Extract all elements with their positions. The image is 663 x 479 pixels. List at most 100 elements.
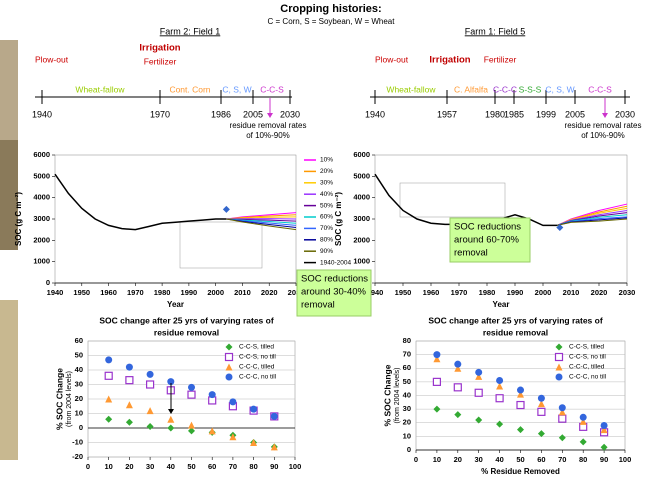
point xyxy=(188,384,195,391)
y-tick-label: 6000 xyxy=(33,150,50,159)
point xyxy=(188,391,195,398)
x-tick-label: 2000 xyxy=(207,288,224,297)
y-tick-label: 80 xyxy=(403,336,411,345)
point xyxy=(433,351,440,358)
y-tick-label: 5000 xyxy=(33,171,50,180)
chart-title: residue removal xyxy=(154,327,219,337)
timeline-year: 2030 xyxy=(280,109,300,119)
y-tick-label: 0 xyxy=(79,423,83,432)
y-tick-label: 40 xyxy=(75,365,83,374)
timeline-year: 1999 xyxy=(536,109,556,119)
legend-marker xyxy=(556,354,563,361)
y-axis-label: SOC (g C m⁻²) xyxy=(14,192,23,246)
y-tick-label: 4000 xyxy=(353,193,370,202)
legend-label: 10% xyxy=(320,157,333,164)
inset xyxy=(400,183,505,217)
x-tick-label: 20 xyxy=(454,455,462,464)
y-axis-label: (from 2004 levels) xyxy=(394,367,401,423)
period-label: C-C-S xyxy=(588,84,612,94)
x-tick-label: 1970 xyxy=(451,288,468,297)
legend-label: 60% xyxy=(320,214,333,221)
timeline-year: 1940 xyxy=(365,109,385,119)
x-tick-label: 2010 xyxy=(563,288,580,297)
x-tick-label: 1970 xyxy=(127,288,144,297)
arrow-head xyxy=(267,113,273,118)
arrow-head xyxy=(602,113,608,118)
x-tick-label: 70 xyxy=(229,462,237,471)
callout-text: SOC reductions xyxy=(454,222,521,233)
point xyxy=(538,408,545,415)
point xyxy=(475,389,482,396)
note: of 10%-90% xyxy=(581,131,625,140)
y-tick-label: 0 xyxy=(46,278,50,287)
point xyxy=(271,413,278,420)
inset xyxy=(180,222,262,268)
y-tick-label: -20 xyxy=(72,452,83,461)
note: residue removal rates xyxy=(230,121,307,130)
legend-marker xyxy=(226,344,233,351)
point xyxy=(188,422,195,429)
timeline-year: 2005 xyxy=(565,109,585,119)
callout-text: removal xyxy=(301,300,335,311)
y-tick-label: 10 xyxy=(75,408,83,417)
x-tick-label: 60 xyxy=(537,455,545,464)
x-tick-label: 1940 xyxy=(47,288,64,297)
timeline-heading: Farm 2: Field 1 xyxy=(160,26,221,36)
period-label: C-C-S xyxy=(260,84,284,94)
legend-label: C-C-C, no till xyxy=(569,374,607,381)
y-axis-label: SOC (g C m⁻²) xyxy=(334,192,343,246)
y-axis-label: (from 2004 levels) xyxy=(66,371,73,427)
x-tick-label: 80 xyxy=(249,462,257,471)
point xyxy=(496,395,503,402)
point xyxy=(496,421,503,428)
x-tick-label: 90 xyxy=(600,455,608,464)
note: of 10%-90% xyxy=(246,131,290,140)
point xyxy=(105,356,112,363)
y-tick-label: 20 xyxy=(75,394,83,403)
point xyxy=(601,422,608,429)
y-tick-label: 50 xyxy=(75,350,83,359)
note: residue removal rates xyxy=(565,121,642,130)
timeline-year: 2030 xyxy=(615,109,635,119)
y-axis-label: % SOC Change xyxy=(382,364,392,426)
point xyxy=(209,427,216,434)
point xyxy=(559,434,566,441)
y-tick-label: 30 xyxy=(75,379,83,388)
point xyxy=(517,402,524,409)
x-tick-label: 10 xyxy=(433,455,441,464)
legend-label: C-C-S, tilled xyxy=(569,344,604,351)
x-tick-label: 100 xyxy=(289,462,302,471)
point xyxy=(167,416,174,423)
x-tick-label: 40 xyxy=(495,455,503,464)
legend-label: C-C-C, tilled xyxy=(569,364,605,371)
y-tick-label: 60 xyxy=(75,336,83,345)
x-axis-label: Year xyxy=(493,300,510,309)
x-tick-label: 1980 xyxy=(479,288,496,297)
x-tick-label: 1950 xyxy=(395,288,412,297)
point xyxy=(167,425,174,432)
period-label: C-C-C xyxy=(493,84,517,94)
timeline-year: 1986 xyxy=(211,109,231,119)
legend-label: C-C-S, no till xyxy=(569,354,606,361)
point xyxy=(496,377,503,384)
x-axis-label: % Residue Removed xyxy=(481,467,560,474)
x-tick-label: 1950 xyxy=(73,288,90,297)
period-label: Wheat-fallow xyxy=(386,84,436,94)
y-tick-label: 1000 xyxy=(353,257,370,266)
x-tick-label: 2020 xyxy=(591,288,608,297)
period-label: C, S, W xyxy=(545,84,574,94)
y-tick-label: 60 xyxy=(403,363,411,372)
x-tick-label: 2010 xyxy=(234,288,251,297)
legend-marker xyxy=(556,344,563,351)
x-tick-label: 1990 xyxy=(181,288,198,297)
point xyxy=(433,406,440,413)
x-tick-label: 2030 xyxy=(619,288,636,297)
y-tick-label: 30 xyxy=(403,404,411,413)
x-tick-label: 1980 xyxy=(154,288,171,297)
y-tick-label: 10 xyxy=(403,431,411,440)
point xyxy=(209,391,216,398)
y-tick-label: 6000 xyxy=(353,150,370,159)
y-tick-label: 40 xyxy=(403,390,411,399)
period-label: Wheat-fallow xyxy=(75,84,125,94)
point xyxy=(229,398,236,405)
